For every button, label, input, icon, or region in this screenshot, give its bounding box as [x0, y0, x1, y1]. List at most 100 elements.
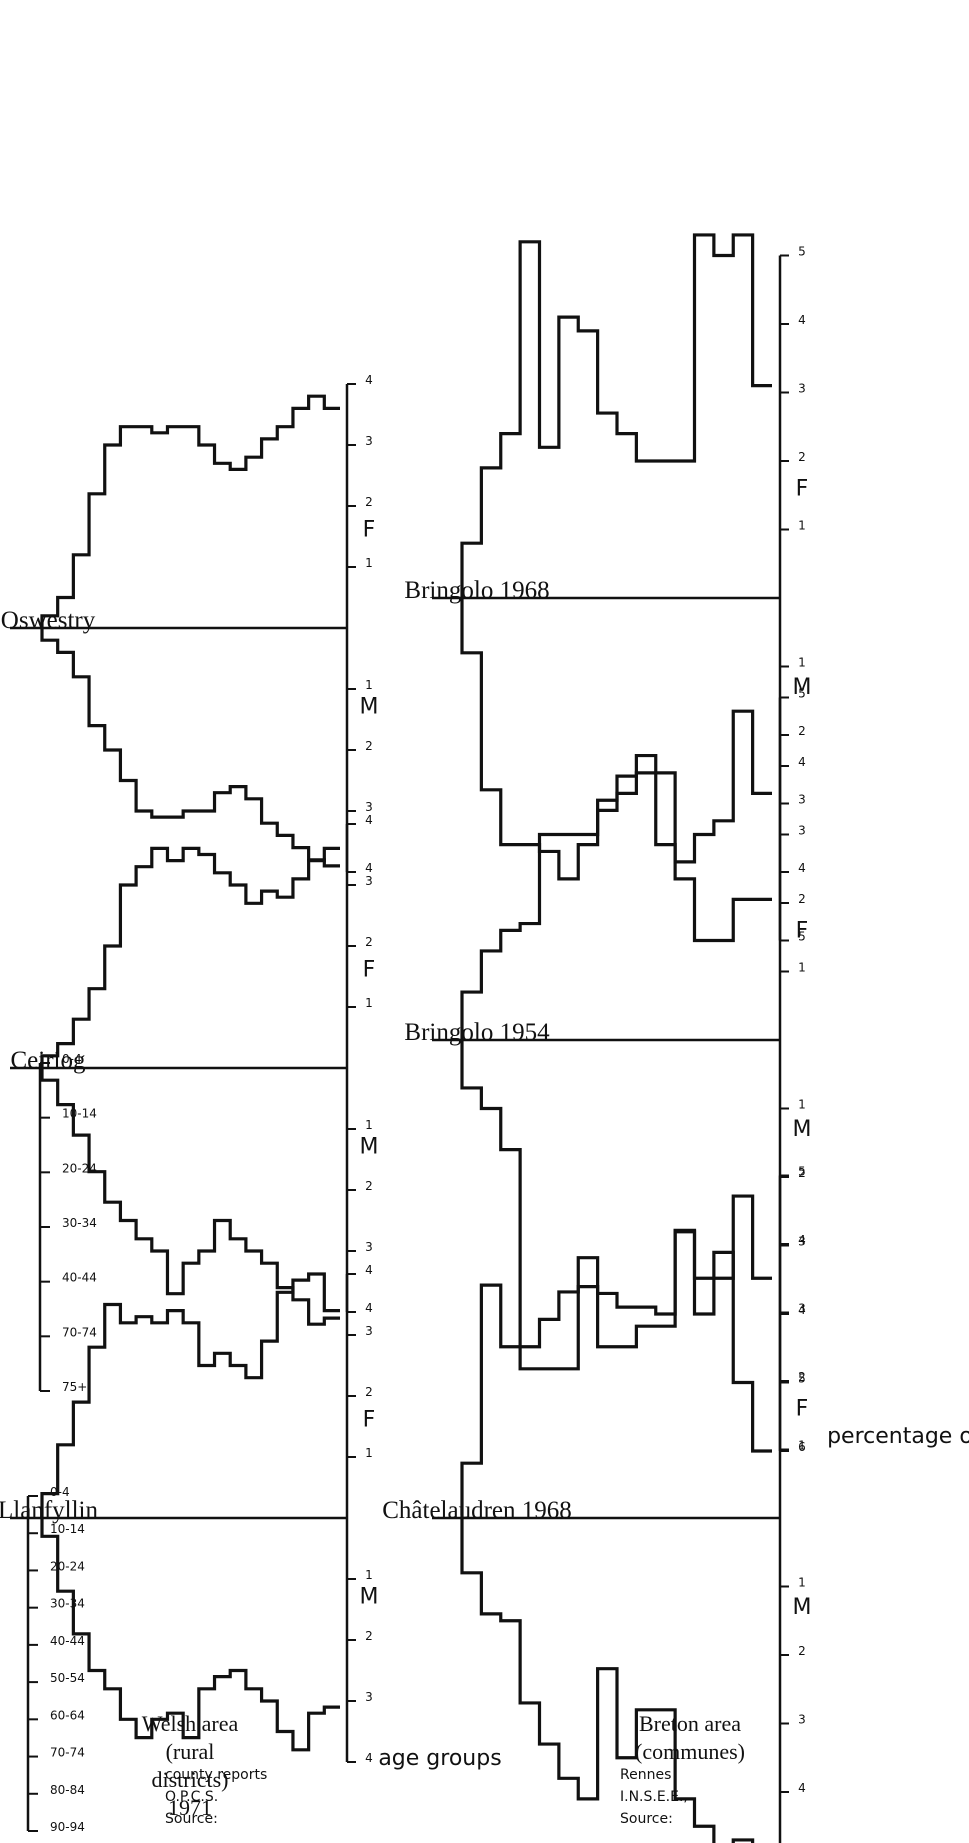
age-tick-label: 30-34: [62, 1216, 97, 1230]
x-tick-label-female: 1: [365, 556, 373, 570]
series-female-outline: [460, 233, 772, 598]
bar-female-60-64: [136, 427, 152, 628]
bar-male-15-19: [695, 598, 714, 941]
welsh-area-label: districts): [152, 1767, 229, 1792]
age-tick-label: 70-74: [62, 1325, 97, 1339]
bar-male-35-39: [215, 628, 231, 793]
bar-female-10-14: [714, 1278, 733, 1518]
bar-male-60-64: [136, 1518, 152, 1738]
x-tick-label-male: 4: [365, 861, 373, 875]
bar-female-50-54: [559, 317, 578, 598]
x-tick-label-female: 4: [365, 813, 373, 827]
series-female-outline: [460, 1194, 772, 1518]
x-tick-label-male: 1: [365, 678, 373, 692]
bar-male-35-39: [215, 1518, 231, 1677]
bar-female-5-9: [309, 861, 325, 1068]
series-female-outline: [40, 846, 340, 1068]
bar-male-60-64: [520, 1518, 539, 1703]
x-tick-label-female: 5: [798, 687, 806, 701]
bar-female-0-4: [324, 848, 340, 1068]
x-tick-label-female: 3: [365, 434, 373, 448]
bar-male-30-34: [230, 628, 246, 787]
bar-female-25-29: [246, 903, 262, 1068]
bar-female-10-14: [293, 1280, 309, 1518]
bar-male-20-24: [675, 598, 694, 879]
bar-male-50-54: [167, 1518, 183, 1713]
bar-male-10-14: [714, 1518, 733, 1843]
x-tick-label-female: 4: [798, 1233, 806, 1247]
female-marker: F: [363, 1408, 376, 1433]
bar-female-35-39: [215, 873, 231, 1068]
bar-male-0-4: [324, 1518, 340, 1707]
bar-female-65-69: [501, 1347, 520, 1518]
bar-female-45-49: [183, 1323, 199, 1518]
panel-title: Châtelaudren 1968: [382, 1497, 572, 1524]
bar-male-25-29: [246, 1068, 262, 1251]
x-tick-label-female: 2: [365, 495, 373, 509]
bar-female-45-49: [183, 427, 199, 628]
age-axes-layer: 90-94 80-84 70-74 60-64 50-54 40-44 30-34 20-24…: [26, 1052, 97, 1834]
x-tick-label-male: 1: [365, 1568, 373, 1582]
bar-female-25-29: [656, 773, 675, 1040]
breton-source-label: Rennes: [620, 1767, 671, 1783]
bar-male-45-49: [183, 1068, 199, 1263]
bar-female-35-39: [215, 1353, 231, 1518]
bar-female-65-69: [501, 434, 520, 598]
x-tick-label-male: 3: [365, 800, 373, 814]
bar-male-75+: [462, 1518, 481, 1573]
age-tick-label: 10-14: [62, 1107, 97, 1121]
bar-male-5-9: [309, 628, 325, 860]
bar-female-15-19: [277, 897, 293, 1068]
bar-male-25-29: [656, 598, 675, 845]
x-tick-label-female: 4: [798, 755, 806, 769]
bar-male-5-9: [733, 598, 752, 899]
bar-male-70-74: [481, 1518, 500, 1614]
age-tick-label: 20-24: [62, 1161, 97, 1175]
bar-female-15-19: [277, 427, 293, 628]
bar-female-55-59: [152, 433, 168, 628]
bar-male-65-69: [501, 1518, 520, 1621]
bar-male-55-59: [540, 1518, 559, 1744]
rotated-content: 43211234MFLlanfyllin43211234MFCeiriog432…: [0, 233, 969, 1843]
bar-female-20-24: [262, 1341, 278, 1518]
bar-female-60-64: [520, 242, 539, 598]
bar-male-45-49: [183, 1518, 199, 1738]
bar-male-70-74: [481, 1040, 500, 1109]
x-tick-label-male: 3: [798, 1235, 806, 1249]
bar-male-80-84: [73, 628, 89, 677]
pyramid-0: 4 3 2 1 1 2 3 4 M F Llanfyllin: [0, 1263, 378, 1765]
bar-female-10-14: [293, 879, 309, 1068]
series-male-outline: [460, 1040, 772, 1453]
x-tick-label-female: 1: [798, 1439, 806, 1453]
bar-female-20-24: [675, 461, 694, 598]
bar-male-55-59: [152, 1068, 168, 1251]
x-tick-label-male: 2: [798, 724, 806, 738]
bar-female-30-34: [636, 461, 655, 598]
female-marker: F: [363, 518, 376, 543]
age-groups-label: age groups: [378, 1746, 501, 1771]
bar-male-10-14: [293, 628, 309, 848]
bar-male-45-49: [578, 1518, 597, 1799]
bar-female-70-74: [481, 1285, 500, 1518]
x-tick-label-male: 1: [798, 1576, 806, 1590]
bar-male-0-4: [753, 1518, 772, 1843]
age-tick-label: 30-34: [50, 1597, 85, 1611]
bar-male-20-24: [262, 1518, 278, 1701]
bar-male-80-84: [73, 1068, 89, 1135]
x-tick-label-male: 2: [365, 739, 373, 753]
bar-male-50-54: [559, 598, 578, 879]
bar-female-30-34: [636, 773, 655, 1040]
bar-male-65-69: [120, 1518, 136, 1719]
bar-female-25-29: [246, 1378, 262, 1518]
x-tick-label-male: 4: [365, 1751, 373, 1765]
bar-male-35-39: [617, 1518, 636, 1758]
bar-male-15-19: [695, 1040, 714, 1314]
bar-male-65-69: [120, 628, 136, 781]
bar-male-15-19: [277, 1068, 293, 1288]
bar-female-60-64: [136, 867, 152, 1068]
x-tick-label-female: 1: [798, 519, 806, 533]
x-tick-label-male: 1: [798, 1098, 806, 1112]
bar-female-20-24: [262, 439, 278, 628]
